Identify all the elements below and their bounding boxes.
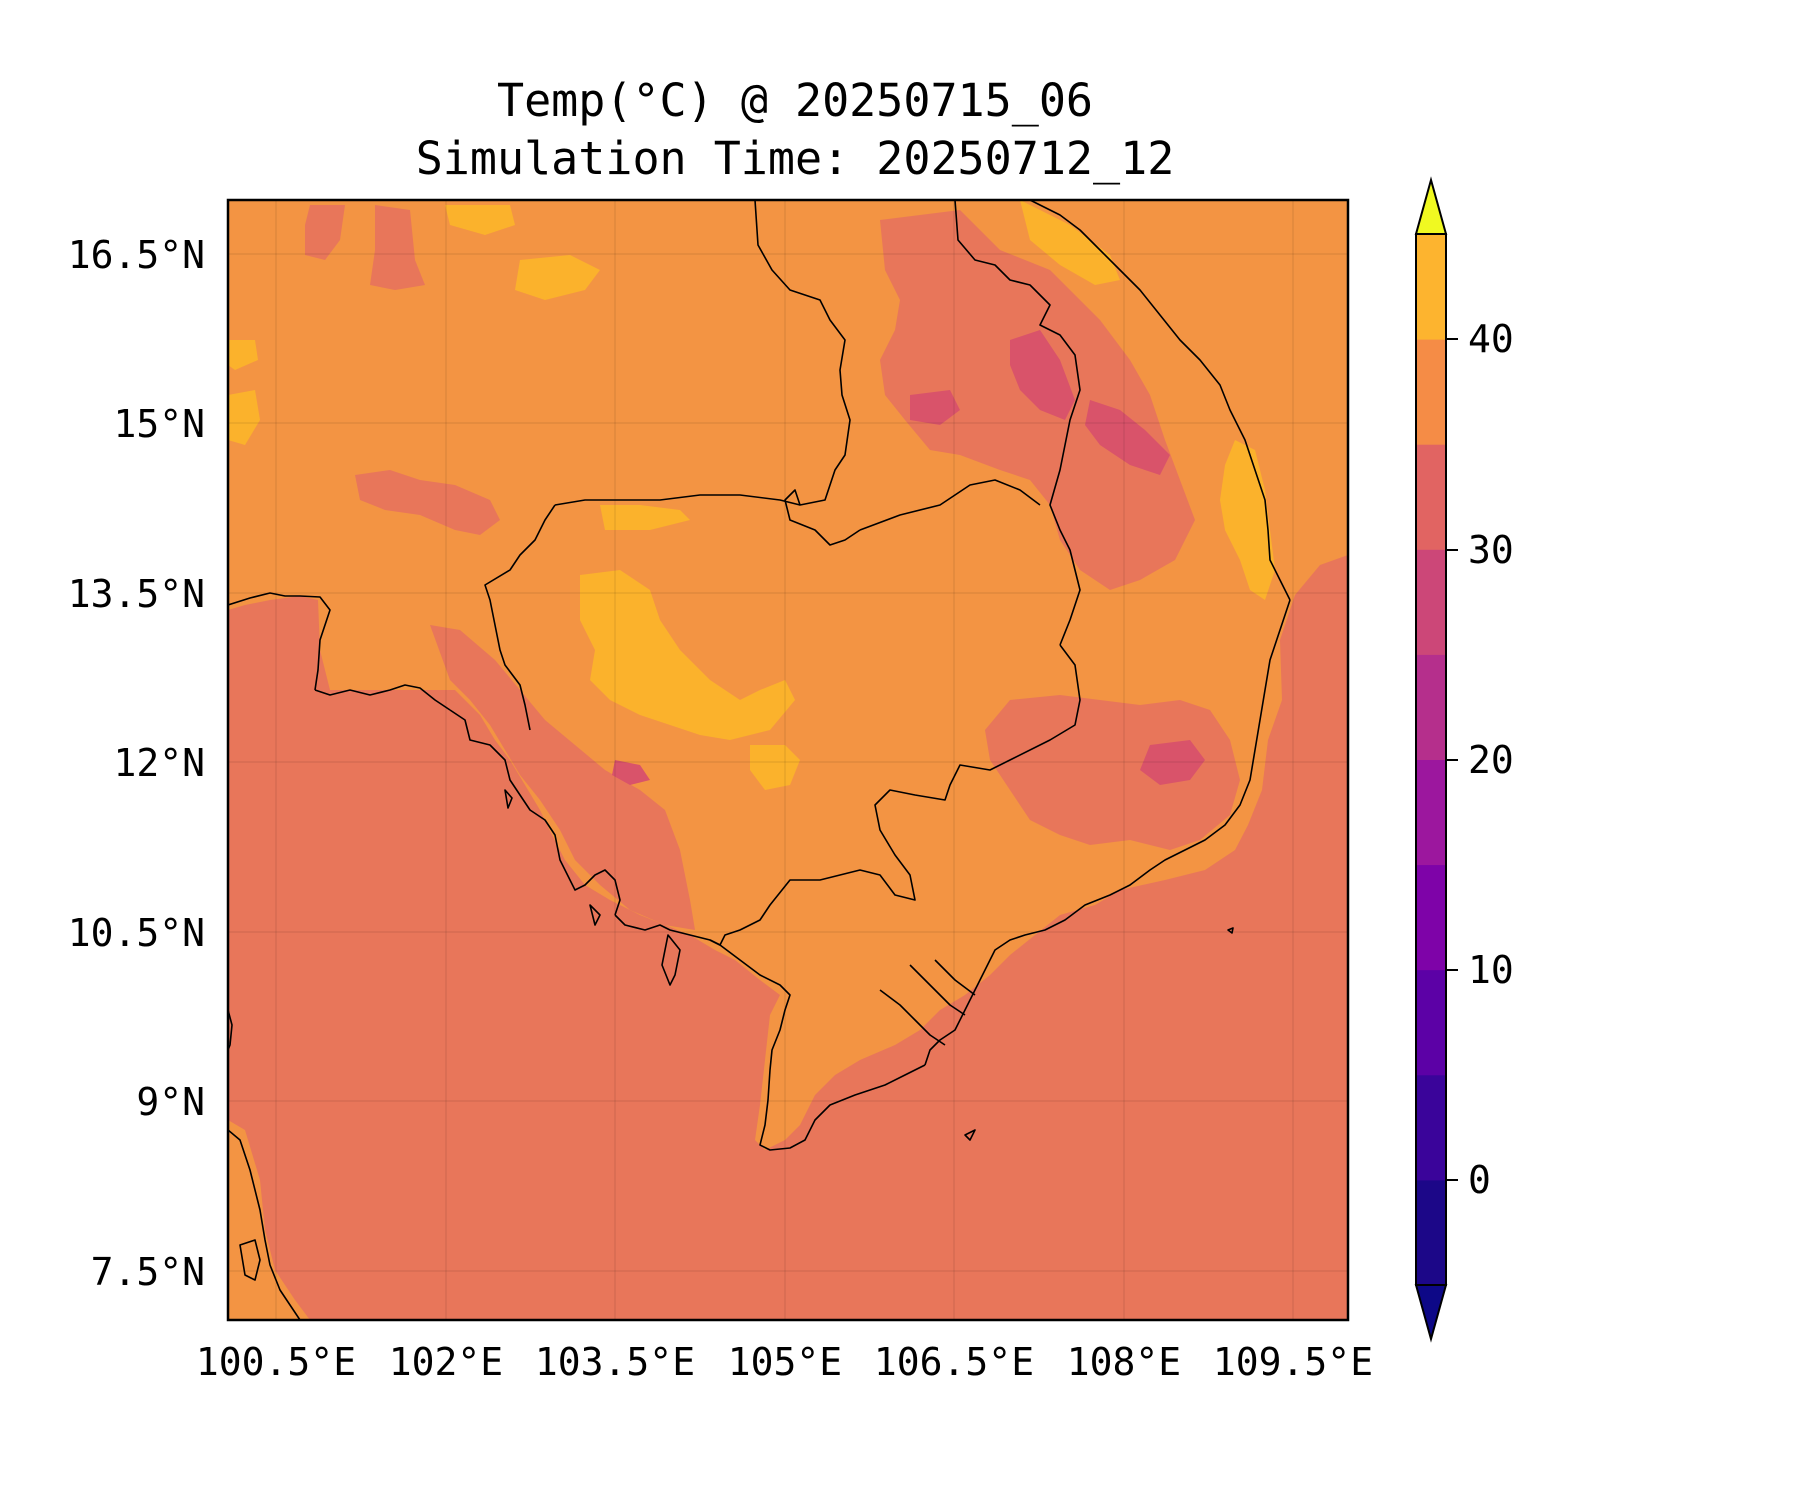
cool-patch-thai-west bbox=[305, 205, 345, 260]
colorbar-band bbox=[1416, 549, 1446, 655]
map-title: Temp(°C) @ 20250715_06 bbox=[496, 74, 1094, 127]
cool-patch-central-highlands bbox=[985, 695, 1240, 850]
lat-tick-label: 15°N bbox=[113, 402, 205, 446]
colorbar-extend-min bbox=[1414, 1284, 1448, 1343]
lon-axis: 100.5°E 102°E 103.5°E 105°E 106.5°E 108°… bbox=[196, 1340, 1373, 1384]
lon-tick-label: 106.5°E bbox=[874, 1340, 1034, 1384]
cold-patch-laos-2 bbox=[1085, 400, 1170, 475]
map-subtitle: Simulation Time: 20250712_12 bbox=[415, 132, 1175, 185]
hot-patch-thailand-4 bbox=[228, 390, 260, 445]
colorbar-extend-max bbox=[1414, 176, 1448, 235]
colorbar-tick-label: 10 bbox=[1468, 948, 1514, 992]
gridlines bbox=[228, 200, 1348, 1320]
cool-patch-korat bbox=[355, 470, 500, 535]
lat-tick-label: 13.5°N bbox=[68, 572, 205, 616]
colorbar-band bbox=[1416, 234, 1446, 340]
colorbar-band bbox=[1416, 759, 1446, 866]
colorbar-band bbox=[1416, 1074, 1446, 1181]
hot-patch-north-cambodia bbox=[600, 505, 690, 530]
colorbar-tick-label: 40 bbox=[1468, 317, 1514, 361]
lon-tick-label: 100.5°E bbox=[196, 1340, 356, 1384]
map-frame bbox=[226, 198, 1350, 1322]
lat-tick-label: 12°N bbox=[113, 741, 205, 785]
colorbar: 40 30 20 10 0 bbox=[1414, 176, 1514, 1343]
cool-patch-thai-mid bbox=[370, 205, 425, 290]
lon-tick-label: 105°E bbox=[728, 1340, 842, 1384]
hot-patch-thailand-1 bbox=[445, 205, 515, 235]
hot-patch-vietnam-north bbox=[1020, 200, 1120, 285]
colorbar-tick-label: 0 bbox=[1468, 1158, 1491, 1202]
colorbar-band bbox=[1416, 339, 1446, 445]
lat-tick-label: 9°N bbox=[136, 1080, 205, 1124]
lat-tick-label: 10.5°N bbox=[68, 911, 205, 955]
colorbar-band bbox=[1416, 969, 1446, 1076]
lon-tick-label: 102°E bbox=[389, 1340, 503, 1384]
hot-patch-thailand-3 bbox=[228, 340, 258, 370]
colorbar-tick-label: 20 bbox=[1468, 738, 1514, 782]
map-area bbox=[228, 200, 1348, 1320]
lat-tick-label: 16.5°N bbox=[68, 233, 205, 277]
colorbar-ticks bbox=[1446, 338, 1458, 1181]
cool-patch-cardamom bbox=[430, 625, 695, 930]
hot-patch-cambodia-west bbox=[580, 570, 795, 740]
colorbar-band bbox=[1416, 1179, 1446, 1286]
cold-patch-highlands bbox=[1140, 740, 1205, 785]
colorbar-band bbox=[1416, 864, 1446, 971]
coastlines-borders bbox=[228, 200, 1291, 1320]
hot-patch-vietnam-coast bbox=[1220, 440, 1275, 600]
land-warm-peninsula bbox=[228, 1120, 310, 1320]
lon-tick-label: 103.5°E bbox=[535, 1340, 695, 1384]
hot-patch-thailand-2 bbox=[515, 255, 600, 300]
lat-axis: 16.5°N 15°N 13.5°N 12°N 10.5°N 9°N 7.5°N bbox=[68, 233, 205, 1294]
colorbar-band bbox=[1416, 444, 1446, 550]
cold-patch-cardamom bbox=[612, 760, 650, 785]
cold-patch-laos-3 bbox=[910, 390, 960, 425]
lon-tick-label: 108°E bbox=[1067, 1340, 1181, 1384]
lat-tick-label: 7.5°N bbox=[91, 1250, 205, 1294]
lon-tick-label: 109.5°E bbox=[1213, 1340, 1373, 1384]
colorbar-band bbox=[1416, 654, 1446, 760]
colorbar-tick-label: 30 bbox=[1468, 528, 1514, 572]
colorbar-bands bbox=[1416, 234, 1446, 1286]
cold-patch-laos-1 bbox=[1010, 330, 1075, 420]
hot-patch-cambodia-east bbox=[750, 745, 800, 790]
